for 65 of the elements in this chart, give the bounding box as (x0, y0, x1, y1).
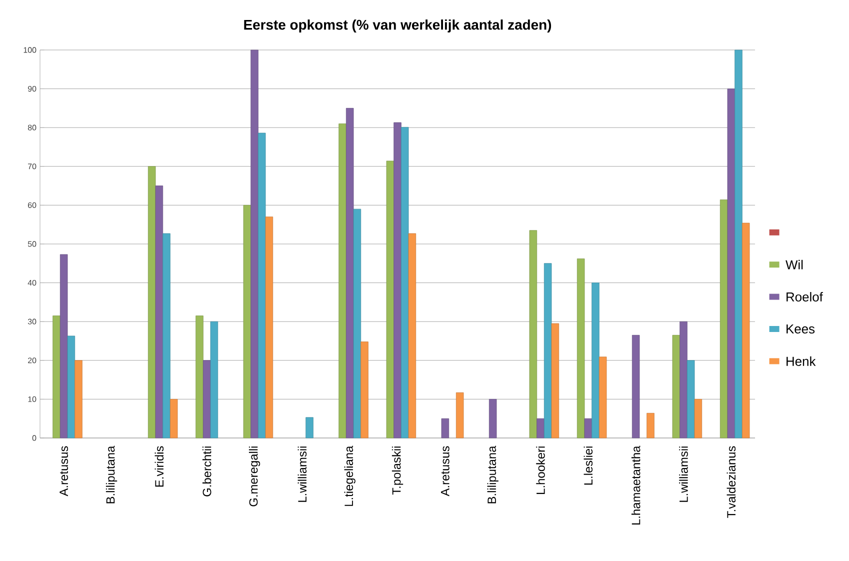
x-tick-label: L.lesliei (584, 446, 593, 485)
x-tick-label: L.tiegeliana (344, 446, 356, 506)
bar (346, 108, 354, 438)
x-tick-label: B.liliputana (487, 446, 498, 504)
bar (672, 334, 680, 438)
bar (400, 127, 409, 438)
bar (632, 334, 640, 438)
x-tick-label: T.valdezianus (726, 446, 736, 518)
bar (338, 124, 346, 438)
bar (646, 412, 654, 438)
bar (386, 160, 394, 438)
bar (210, 321, 218, 438)
bar (202, 360, 211, 438)
bar (67, 336, 76, 438)
bar (488, 398, 497, 438)
bar (686, 360, 695, 438)
bar (456, 392, 464, 438)
bar (394, 122, 402, 438)
bar (148, 166, 156, 438)
bar (243, 204, 252, 438)
bar (536, 418, 544, 438)
bar (576, 258, 585, 438)
bar (60, 254, 68, 438)
bar (74, 360, 82, 438)
x-tick-label: L.williamsii (298, 446, 307, 502)
x-tick-label: T.polaskii (392, 446, 404, 495)
bar (544, 263, 552, 438)
x-tick-label: L.williamsii (679, 446, 688, 502)
bar (551, 323, 560, 438)
legend-label: Wil (786, 260, 803, 270)
bar (592, 282, 600, 438)
bar (408, 233, 416, 438)
legend-label: Roelof (786, 292, 823, 302)
bar (196, 316, 204, 438)
x-tick-label: G.berchtii (202, 446, 212, 496)
bar (353, 208, 362, 438)
x-tick-label: L.hamaetantha (631, 446, 640, 525)
x-tick-label: A.retusus (60, 446, 68, 496)
bar (52, 316, 60, 438)
bar (170, 398, 178, 438)
bar (727, 88, 736, 438)
bar (250, 50, 258, 438)
legend-label: Henk (786, 356, 816, 366)
x-tick-label: E.viridis (154, 446, 164, 487)
bar (155, 186, 164, 438)
legend-label: Kees (786, 324, 815, 334)
bar (694, 398, 702, 438)
chart-title: Eerste opkomst (% van werkelijk aantal zaden) (244, 19, 552, 32)
bar (360, 342, 368, 438)
x-tick-label: B.liliputana (106, 446, 118, 504)
x-tick-label: L.hookeri (536, 446, 545, 494)
bar (441, 418, 450, 438)
bar (742, 222, 750, 438)
bar (584, 418, 592, 438)
bar (734, 50, 742, 438)
bar (598, 356, 607, 438)
bar (258, 132, 266, 438)
bar (306, 417, 314, 438)
bar (265, 216, 274, 438)
bar (680, 321, 688, 438)
x-tick-label: G.meregalli (248, 446, 260, 506)
bar (162, 233, 170, 438)
bar (720, 200, 728, 438)
x-tick-label: A.retusus (441, 446, 450, 496)
bar (529, 230, 538, 438)
